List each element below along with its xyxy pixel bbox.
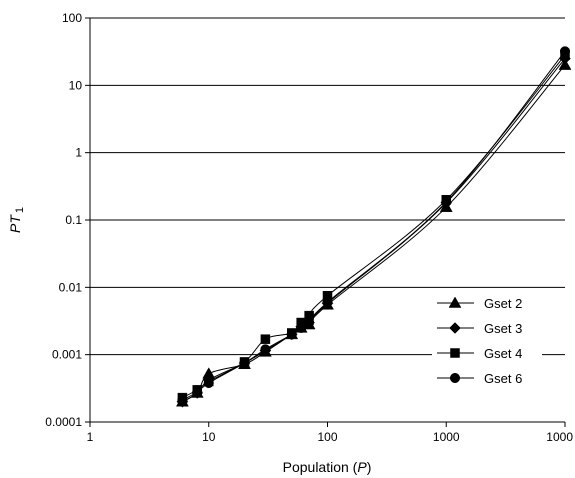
y-ticks: 0.0001 0.001 0.01 0.1 1 10 100: [45, 11, 90, 429]
data-point-square: [260, 334, 271, 344]
y-tick-label: 0.01: [59, 280, 83, 294]
data-point-circle: [203, 377, 214, 389]
data-point-circle: [260, 344, 271, 355]
x-tick-label: 100: [317, 430, 337, 444]
x-axis-title: Population (P): [283, 459, 372, 475]
legend-marker-triangle: [448, 296, 462, 308]
legend-marker-circle: [449, 372, 461, 384]
data-point-circle: [322, 297, 333, 308]
x-axis-title-end: ): [367, 459, 372, 475]
grid-lines: [90, 17, 565, 356]
legend-label: Gset 2: [484, 296, 522, 311]
legend-marker-diamond: [449, 322, 461, 334]
data-point-circle: [304, 317, 315, 328]
y-tick-label: 100: [62, 11, 82, 25]
x-ticks: 1 10 100 1000 1000: [87, 422, 573, 444]
data-point-circle: [296, 322, 307, 333]
x-axis-title-main: Population (: [283, 459, 358, 475]
y-tick-label: 10: [69, 78, 83, 92]
x-tick-label: 1: [87, 430, 94, 444]
data-point-circle: [441, 196, 452, 208]
y-axis-title-sub: 1: [14, 207, 26, 213]
legend-label: Gset 6: [484, 371, 522, 386]
data-point-circle: [286, 329, 297, 340]
legend: Gset 2 Gset 3 Gset 4 Gset 6: [432, 290, 542, 392]
data-point-circle: [239, 358, 250, 369]
series-markers: [175, 46, 572, 408]
data-point-circle: [559, 46, 571, 57]
x-axis-title-var: P: [357, 459, 367, 475]
legend-marker-square: [450, 348, 460, 358]
y-tick-label: 0.1: [65, 213, 82, 227]
x-tick-label: 1000: [546, 430, 573, 444]
legend-label: Gset 3: [484, 321, 522, 336]
data-point-circle: [192, 386, 203, 397]
y-axis-title-main: PT: [7, 214, 23, 233]
x-tick-label: 10: [202, 430, 216, 444]
legend-label: Gset 4: [484, 346, 522, 361]
data-point-circle: [177, 395, 188, 406]
x-tick-label: 1000: [433, 430, 460, 444]
y-axis-title: PT1: [7, 207, 26, 233]
y-tick-label: 1: [75, 146, 82, 160]
y-tick-label: 0.0001: [45, 415, 82, 429]
y-tick-label: 0.001: [52, 348, 82, 362]
